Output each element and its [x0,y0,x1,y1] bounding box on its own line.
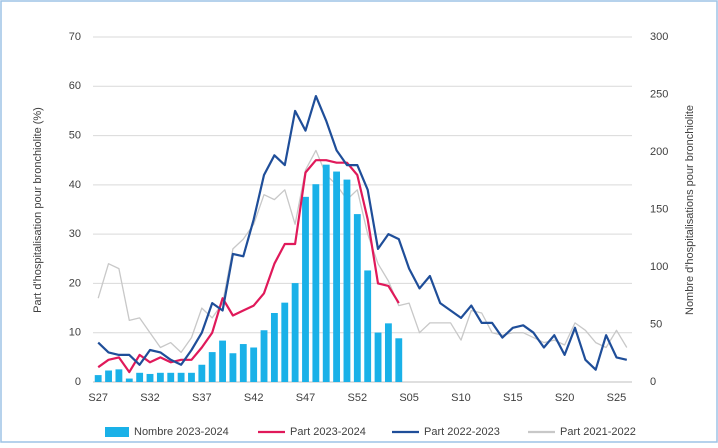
x-tick-label: S52 [348,392,368,404]
bar [105,370,112,382]
bar [177,372,185,382]
y2-tick-label: 250 [650,88,668,100]
x-tick-label: S37 [192,392,212,404]
y-tick-label: 10 [69,327,81,339]
bar [156,372,164,382]
bar [136,372,144,382]
legend-label: Part 2022-2023 [424,426,500,438]
bar [384,323,392,382]
y-tick-label: 30 [69,228,81,240]
y-axis-title: Part d'hospitalisation pour bronchiolite… [32,107,44,313]
y2-axis-title: Nombre d'hospitalisations pour bronchiol… [684,105,696,315]
y2-tick-label: 200 [650,146,668,158]
bar [260,330,268,382]
legend-label: Part 2021-2022 [560,426,636,438]
x-tick-label: S25 [607,392,627,404]
bar [125,378,133,382]
x-tick-label: S42 [244,392,264,404]
y2-tick-label: 0 [650,376,656,388]
bar [167,372,175,382]
y2-tick-label: 50 [650,318,662,330]
bar [198,364,206,382]
bar [270,313,278,382]
bar [239,344,247,382]
bar [229,353,237,382]
y2-tick-label: 150 [650,203,668,215]
legend-label: Nombre 2023-2024 [134,426,229,438]
bar [188,372,195,382]
bar [395,338,403,382]
y-tick-label: 20 [69,277,81,289]
bar [94,375,102,382]
y2-tick-label: 100 [650,261,668,273]
bar [146,373,154,382]
x-tick-label: S27 [88,392,108,404]
x-tick-label: S32 [140,392,160,404]
y-tick-label: 70 [69,31,81,43]
bar [250,347,258,382]
x-tick-label: S20 [555,392,575,404]
y-tick-label: 60 [69,80,81,92]
bar [219,340,226,382]
y-tick-label: 50 [69,129,81,141]
bar [281,302,289,382]
bar [322,164,330,382]
y2-tick-label: 300 [650,31,668,43]
y-tick-label: 40 [69,179,81,191]
x-tick-label: S05 [399,392,419,404]
bar [208,352,216,382]
x-tick-label: S47 [296,392,316,404]
x-tick-label: S15 [503,392,523,404]
y-tick-label: 0 [75,376,81,388]
bar [115,369,123,382]
bar [343,179,351,382]
bar [312,184,320,382]
bar [291,283,299,382]
bar [353,214,361,382]
bar [374,332,382,382]
bar [364,270,372,382]
bar [333,171,341,382]
legend-label: Part 2023-2024 [290,426,366,438]
x-tick-label: S10 [451,392,471,404]
bar [302,196,309,382]
legend-swatch [105,427,129,437]
line [97,95,628,371]
